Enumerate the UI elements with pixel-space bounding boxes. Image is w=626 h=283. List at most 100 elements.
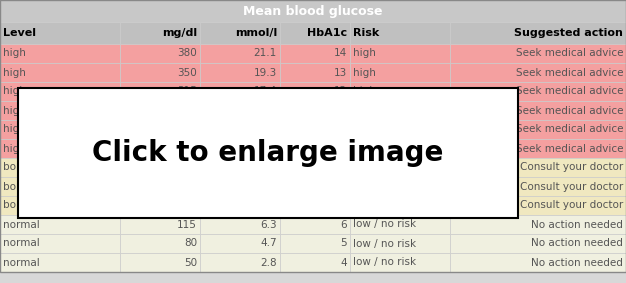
Bar bbox=[0, 120, 120, 139]
Bar bbox=[0, 0, 626, 22]
Text: 4: 4 bbox=[341, 258, 347, 267]
Text: 350: 350 bbox=[177, 68, 197, 78]
Text: 115: 115 bbox=[177, 220, 197, 230]
Bar bbox=[0, 196, 120, 215]
Text: Consult your doctor: Consult your doctor bbox=[520, 162, 623, 173]
Text: high: high bbox=[353, 68, 376, 78]
Text: No action needed: No action needed bbox=[531, 239, 623, 248]
Text: 10: 10 bbox=[334, 125, 347, 134]
Text: Consult your doctor: Consult your doctor bbox=[520, 200, 623, 211]
Text: normal: normal bbox=[3, 239, 39, 248]
Text: 17.4: 17.4 bbox=[254, 87, 277, 97]
Bar bbox=[280, 177, 350, 196]
Text: high: high bbox=[3, 143, 26, 153]
Bar bbox=[200, 215, 280, 234]
Text: mg/dl: mg/dl bbox=[162, 28, 197, 38]
Text: 14: 14 bbox=[334, 48, 347, 59]
Text: high: high bbox=[353, 87, 376, 97]
Text: Level: Level bbox=[3, 28, 36, 38]
Bar bbox=[0, 63, 120, 82]
Bar bbox=[200, 22, 280, 44]
Text: 5: 5 bbox=[341, 239, 347, 248]
Text: 19.3: 19.3 bbox=[254, 68, 277, 78]
Bar bbox=[200, 253, 280, 272]
Text: low / no risk: low / no risk bbox=[353, 258, 416, 267]
Bar bbox=[120, 101, 200, 120]
Bar bbox=[200, 234, 280, 253]
Bar bbox=[350, 196, 450, 215]
Bar bbox=[0, 253, 120, 272]
Text: 10.0: 10.0 bbox=[254, 162, 277, 173]
Text: medium: medium bbox=[353, 181, 396, 192]
Text: 9: 9 bbox=[341, 143, 347, 153]
Bar bbox=[0, 101, 120, 120]
Bar bbox=[450, 177, 626, 196]
Bar bbox=[120, 253, 200, 272]
Text: Suggested action: Suggested action bbox=[514, 28, 623, 38]
Text: high: high bbox=[3, 68, 26, 78]
Text: high: high bbox=[353, 143, 376, 153]
Text: high: high bbox=[353, 125, 376, 134]
Text: 240: 240 bbox=[177, 125, 197, 134]
Bar bbox=[350, 82, 450, 101]
Text: high: high bbox=[353, 48, 376, 59]
Bar bbox=[350, 234, 450, 253]
Text: Seek medical advice: Seek medical advice bbox=[515, 68, 623, 78]
Bar bbox=[200, 44, 280, 63]
Text: normal: normal bbox=[3, 258, 39, 267]
Bar bbox=[120, 120, 200, 139]
Text: 50: 50 bbox=[184, 258, 197, 267]
Bar bbox=[350, 120, 450, 139]
Bar bbox=[0, 158, 120, 177]
Text: 7: 7 bbox=[341, 181, 347, 192]
Text: 12: 12 bbox=[334, 87, 347, 97]
Bar bbox=[450, 215, 626, 234]
Bar bbox=[450, 158, 626, 177]
Text: 7: 7 bbox=[270, 200, 277, 211]
Text: borderline: borderline bbox=[3, 162, 56, 173]
Bar bbox=[350, 63, 450, 82]
Text: medium: medium bbox=[353, 162, 396, 173]
Bar bbox=[200, 120, 280, 139]
Text: high: high bbox=[3, 106, 26, 115]
Bar bbox=[280, 82, 350, 101]
Bar bbox=[0, 215, 120, 234]
Bar bbox=[280, 196, 350, 215]
Text: low / no risk: low / no risk bbox=[353, 220, 416, 230]
Text: 11.1: 11.1 bbox=[254, 143, 277, 153]
Bar bbox=[0, 139, 120, 158]
Bar bbox=[450, 22, 626, 44]
Text: borderline: borderline bbox=[3, 181, 56, 192]
Bar bbox=[450, 196, 626, 215]
Bar bbox=[280, 44, 350, 63]
Bar bbox=[200, 196, 280, 215]
Text: 15.5: 15.5 bbox=[254, 106, 277, 115]
Text: Seek medical advice: Seek medical advice bbox=[515, 87, 623, 97]
Text: low / no risk: low / no risk bbox=[353, 239, 416, 248]
Bar bbox=[0, 22, 120, 44]
Bar bbox=[280, 234, 350, 253]
Text: 6: 6 bbox=[341, 220, 347, 230]
Bar bbox=[280, 101, 350, 120]
Text: 8: 8 bbox=[341, 162, 347, 173]
Bar bbox=[450, 253, 626, 272]
Text: 120: 120 bbox=[177, 200, 197, 211]
Bar bbox=[350, 139, 450, 158]
Text: 13: 13 bbox=[334, 68, 347, 78]
Bar bbox=[280, 120, 350, 139]
Bar bbox=[200, 139, 280, 158]
Bar bbox=[120, 139, 200, 158]
Bar bbox=[280, 139, 350, 158]
Text: borderline: borderline bbox=[3, 200, 56, 211]
Text: 280: 280 bbox=[177, 106, 197, 115]
Bar bbox=[450, 44, 626, 63]
Bar bbox=[350, 44, 450, 63]
Text: normal: normal bbox=[3, 220, 39, 230]
Bar bbox=[120, 22, 200, 44]
Text: Seek medical advice: Seek medical advice bbox=[515, 143, 623, 153]
Bar bbox=[120, 158, 200, 177]
Text: mmol/l: mmol/l bbox=[235, 28, 277, 38]
Text: high: high bbox=[3, 125, 26, 134]
Bar bbox=[0, 177, 120, 196]
Bar bbox=[450, 234, 626, 253]
